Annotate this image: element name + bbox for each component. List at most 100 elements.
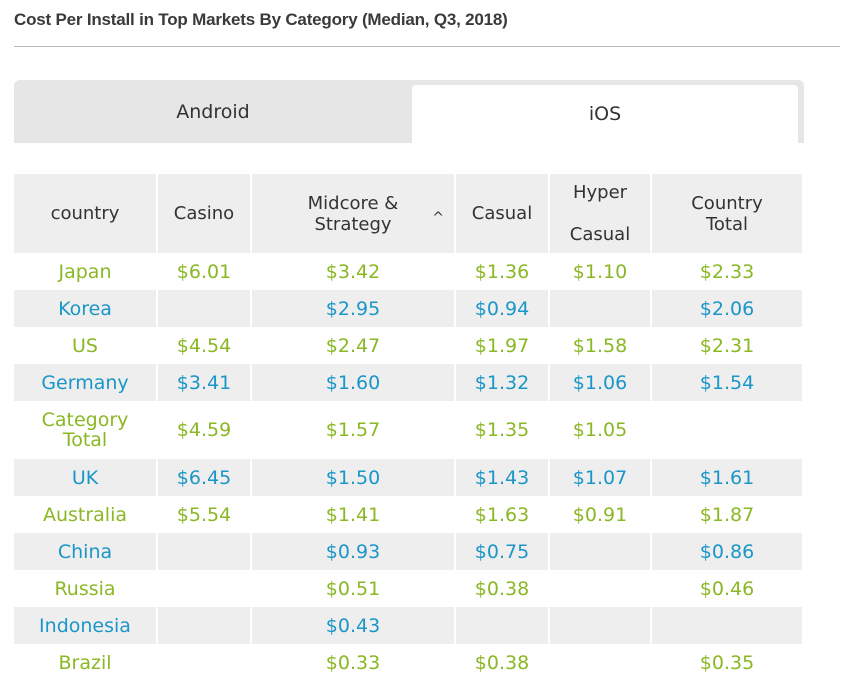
header-row: country Casino Midcore & Strategy ^ Casual Hyp… bbox=[14, 174, 802, 253]
value-cell-casino: $6.01 bbox=[176, 260, 232, 283]
column-header-label: Total bbox=[705, 213, 749, 235]
country-cell: UK bbox=[14, 459, 156, 496]
value-cell-midcore: $0.51 bbox=[325, 577, 381, 600]
column-header-label: Strategy bbox=[314, 213, 392, 235]
table-row: Australia $5.54 $1.41 $1.63 $0.91 $1.87 bbox=[14, 496, 802, 533]
value-cell-midcore: $3.42 bbox=[325, 260, 381, 283]
country-cell: Indonesia bbox=[14, 607, 156, 644]
value-cell-hyper bbox=[550, 570, 650, 607]
value-cell-casino bbox=[158, 570, 250, 607]
column-header-label: Casual bbox=[569, 224, 631, 245]
tab-android[interactable]: Android bbox=[176, 100, 250, 123]
value-cell-casino bbox=[158, 644, 250, 681]
table-row: Brazil $0.33 $0.38 $0.35 bbox=[14, 644, 802, 681]
value-cell-total: $0.35 bbox=[699, 651, 755, 674]
country-cell: Brazil bbox=[14, 644, 156, 681]
value-cell-casino: $3.41 bbox=[158, 364, 250, 401]
tab-ios[interactable]: iOS bbox=[412, 85, 798, 143]
value-cell-total: $0.86 bbox=[652, 533, 802, 570]
table-row: Category Total $4.59 $1.57 $1.35 $1.05 bbox=[14, 401, 802, 459]
table-row: Japan $6.01 $3.42 $1.36 $1.10 $2.33 bbox=[14, 253, 802, 290]
country-label: UK bbox=[71, 466, 99, 489]
value-cell-midcore: $1.41 bbox=[325, 503, 381, 526]
table-row: Russia $0.51 $0.38 $0.46 bbox=[14, 570, 802, 607]
title-divider bbox=[14, 46, 840, 47]
value-cell-casino bbox=[158, 533, 250, 570]
table-row: US $4.54 $2.47 $1.97 $1.58 $2.31 bbox=[14, 327, 802, 364]
column-header-hyper-casual[interactable]: Hyper Casual bbox=[550, 174, 650, 253]
value-cell-casual bbox=[456, 607, 548, 644]
value-cell-casual: $1.97 bbox=[474, 334, 530, 357]
country-label: Total bbox=[62, 429, 108, 451]
value-cell-total: $0.46 bbox=[699, 577, 755, 600]
country-label: Russia bbox=[54, 577, 116, 600]
value-cell-midcore: $2.47 bbox=[325, 334, 381, 357]
table-body: Japan $6.01 $3.42 $1.36 $1.10 $2.33 Korea $2.95… bbox=[14, 253, 802, 681]
country-label: Germany bbox=[41, 371, 129, 394]
value-cell-casino: $5.54 bbox=[176, 503, 232, 526]
sort-ascending-icon[interactable]: ^ bbox=[432, 210, 444, 226]
country-label: Japan bbox=[58, 260, 112, 283]
value-cell-total: $1.54 bbox=[652, 364, 802, 401]
value-cell-hyper bbox=[550, 290, 650, 327]
platform-tabs: Android iOS bbox=[14, 80, 804, 143]
column-header-label: Country bbox=[691, 192, 763, 214]
value-cell-casual: $1.36 bbox=[474, 260, 530, 283]
country-label: Brazil bbox=[58, 651, 112, 674]
value-cell-hyper: $1.07 bbox=[550, 459, 650, 496]
value-cell-total: $2.33 bbox=[699, 260, 755, 283]
column-header-country-total[interactable]: Country Total bbox=[652, 174, 802, 253]
column-header-casino[interactable]: Casino bbox=[158, 174, 250, 253]
country-cell: Germany bbox=[14, 364, 156, 401]
country-label: Korea bbox=[58, 297, 112, 320]
value-cell-hyper bbox=[550, 533, 650, 570]
value-cell-casual: $0.38 bbox=[474, 577, 530, 600]
value-cell-casual: $1.43 bbox=[456, 459, 548, 496]
column-header-label: Hyper bbox=[572, 182, 628, 203]
value-cell-midcore: $1.60 bbox=[252, 364, 454, 401]
value-cell-casual: $1.32 bbox=[456, 364, 548, 401]
value-cell-casino: $4.59 bbox=[176, 419, 232, 441]
column-header-midcore-strategy[interactable]: Midcore & Strategy ^ bbox=[252, 174, 454, 253]
value-cell-hyper: $1.10 bbox=[572, 260, 628, 283]
value-cell-midcore: $1.50 bbox=[252, 459, 454, 496]
cpi-table-container: country Casino Midcore & Strategy ^ Casual Hyp… bbox=[14, 174, 802, 681]
country-cell: US bbox=[14, 327, 156, 364]
column-header-label: Casino bbox=[173, 203, 235, 224]
value-cell-casual: $1.35 bbox=[474, 419, 530, 441]
country-cell: Australia bbox=[14, 496, 156, 533]
country-cell: China bbox=[14, 533, 156, 570]
table-row: UK $6.45 $1.50 $1.43 $1.07 $1.61 bbox=[14, 459, 802, 496]
country-cell: Category Total bbox=[14, 401, 156, 459]
value-cell-midcore: $0.43 bbox=[252, 607, 454, 644]
value-cell-total: $2.06 bbox=[652, 290, 802, 327]
country-label: Australia bbox=[42, 503, 128, 526]
column-header-country[interactable]: country bbox=[14, 174, 156, 253]
value-cell-total bbox=[652, 607, 802, 644]
value-cell-hyper: $1.06 bbox=[550, 364, 650, 401]
chart-title: Cost Per Install in Top Markets By Categ… bbox=[14, 10, 508, 29]
table-row: Germany $3.41 $1.60 $1.32 $1.06 $1.54 bbox=[14, 364, 802, 401]
value-cell-casino bbox=[158, 290, 250, 327]
country-cell: Korea bbox=[14, 290, 156, 327]
country-cell: Russia bbox=[14, 570, 156, 607]
value-cell-total bbox=[652, 401, 802, 459]
value-cell-hyper: $0.91 bbox=[572, 503, 628, 526]
column-header-casual[interactable]: Casual bbox=[456, 174, 548, 253]
country-label: US bbox=[72, 334, 98, 357]
value-cell-casino: $6.45 bbox=[158, 459, 250, 496]
column-header-label: country bbox=[50, 203, 120, 224]
value-cell-casino bbox=[158, 607, 250, 644]
value-cell-hyper bbox=[550, 644, 650, 681]
table-row: China $0.93 $0.75 $0.86 bbox=[14, 533, 802, 570]
value-cell-casual: $0.38 bbox=[474, 651, 530, 674]
value-cell-total: $1.87 bbox=[699, 503, 755, 526]
value-cell-midcore: $0.33 bbox=[325, 651, 381, 674]
value-cell-casual: $0.94 bbox=[456, 290, 548, 327]
table-row: Indonesia $0.43 bbox=[14, 607, 802, 644]
column-header-label: Midcore & bbox=[307, 192, 399, 214]
country-label: China bbox=[57, 540, 113, 563]
country-label: Category bbox=[41, 409, 129, 431]
country-label: Indonesia bbox=[39, 614, 131, 637]
value-cell-hyper: $1.58 bbox=[572, 334, 628, 357]
